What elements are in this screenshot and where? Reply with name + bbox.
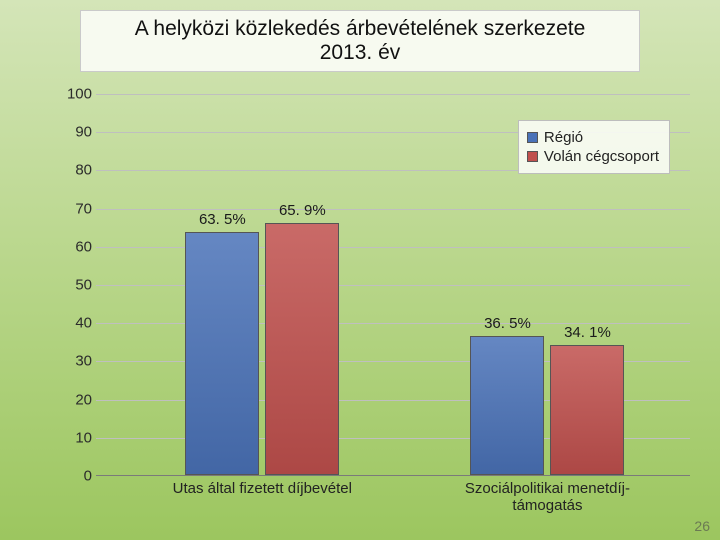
bar-chart: 63. 5% 65. 9% 36. 5% 34. 1% 0 10 20 30 40 50 60 70… — [58, 94, 690, 504]
y-tick-label: 60 — [58, 238, 92, 255]
bar — [470, 336, 544, 475]
bar-value-label: 34. 1% — [564, 324, 611, 341]
bar — [265, 223, 339, 475]
title-panel: A helyközi közlekedés árbevételének szer… — [80, 10, 640, 72]
y-tick-label: 0 — [58, 468, 92, 485]
legend-label: Régió — [544, 129, 583, 146]
y-tick-label: 100 — [58, 86, 92, 103]
legend: Régió Volán cégcsoport — [518, 120, 670, 174]
y-tick-label: 90 — [58, 124, 92, 141]
legend-item: Régió — [527, 129, 659, 146]
y-tick-label: 50 — [58, 277, 92, 294]
x-category-label: Utas által fizetett díjbevétel — [132, 480, 392, 497]
page-number: 26 — [694, 518, 710, 534]
bar-value-label: 63. 5% — [199, 211, 246, 228]
title-line-1: A helyközi közlekedés árbevételének szer… — [91, 17, 629, 41]
bar — [185, 232, 259, 475]
bar — [550, 345, 624, 475]
y-tick-label: 30 — [58, 353, 92, 370]
y-tick-label: 80 — [58, 162, 92, 179]
y-tick-label: 20 — [58, 391, 92, 408]
y-tick-label: 40 — [58, 315, 92, 332]
y-tick-label: 10 — [58, 429, 92, 446]
y-tick-label: 70 — [58, 200, 92, 217]
legend-item: Volán cégcsoport — [527, 148, 659, 165]
legend-swatch — [527, 132, 538, 143]
x-category-label: Szociálpolitikai menetdíj-támogatás — [417, 480, 677, 515]
legend-swatch — [527, 151, 538, 162]
bar-value-label: 36. 5% — [484, 315, 531, 332]
legend-label: Volán cégcsoport — [544, 148, 659, 165]
bar-value-label: 65. 9% — [279, 202, 326, 219]
title-line-2: 2013. év — [91, 41, 629, 65]
